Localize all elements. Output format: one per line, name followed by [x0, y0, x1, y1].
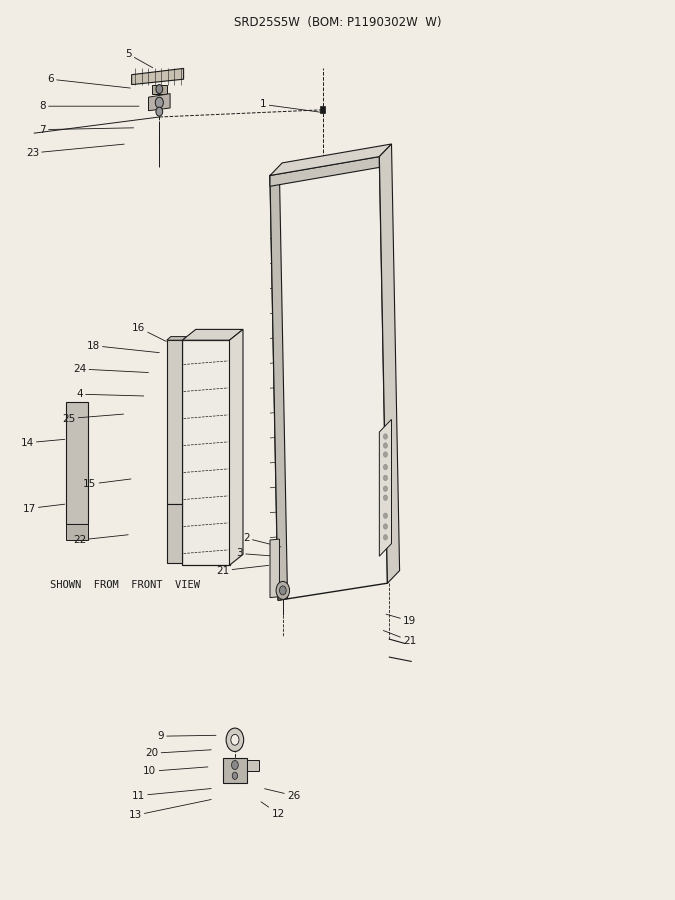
Polygon shape [230, 329, 243, 565]
Text: 7: 7 [39, 124, 134, 135]
Polygon shape [270, 144, 391, 176]
Text: 1: 1 [260, 99, 321, 112]
Text: 13: 13 [128, 799, 211, 821]
Polygon shape [167, 340, 182, 504]
Text: SRD25S5W  (BOM: P1190302W  W): SRD25S5W (BOM: P1190302W W) [234, 16, 441, 29]
Circle shape [383, 513, 387, 518]
Polygon shape [270, 539, 279, 598]
Text: 18: 18 [86, 340, 159, 353]
Text: 9: 9 [157, 731, 216, 742]
Text: 3: 3 [236, 548, 274, 559]
Text: 10: 10 [143, 766, 208, 777]
Polygon shape [132, 68, 184, 85]
Polygon shape [247, 760, 259, 771]
Text: 20: 20 [145, 748, 211, 759]
Circle shape [232, 772, 238, 779]
Text: 22: 22 [73, 535, 128, 545]
Polygon shape [66, 402, 88, 524]
Text: 6: 6 [47, 74, 130, 88]
Polygon shape [152, 85, 167, 94]
Circle shape [383, 434, 387, 439]
Circle shape [383, 535, 387, 540]
Circle shape [276, 581, 290, 599]
Text: 11: 11 [132, 788, 211, 801]
Text: 16: 16 [132, 322, 166, 341]
Circle shape [156, 107, 163, 116]
Text: 24: 24 [73, 364, 148, 374]
Text: 8: 8 [39, 101, 139, 112]
Circle shape [383, 443, 387, 448]
Text: 17: 17 [22, 503, 65, 514]
Text: 21: 21 [216, 565, 269, 576]
Polygon shape [182, 340, 230, 565]
Polygon shape [148, 94, 170, 111]
Text: SHOWN  FROM  FRONT  VIEW: SHOWN FROM FRONT VIEW [50, 580, 200, 590]
Polygon shape [270, 157, 387, 600]
Circle shape [232, 760, 238, 770]
Polygon shape [167, 337, 186, 340]
Text: 21: 21 [383, 631, 416, 646]
Polygon shape [379, 144, 400, 583]
Text: 25: 25 [62, 413, 124, 424]
Polygon shape [270, 157, 379, 186]
Text: 14: 14 [20, 437, 65, 448]
Text: 15: 15 [83, 479, 131, 490]
Circle shape [383, 475, 387, 481]
Text: 4: 4 [76, 389, 144, 400]
Circle shape [279, 586, 286, 595]
Circle shape [383, 524, 387, 529]
Text: 23: 23 [26, 144, 124, 158]
Circle shape [383, 486, 387, 491]
Circle shape [383, 464, 387, 470]
Polygon shape [270, 174, 288, 600]
Circle shape [156, 85, 163, 94]
Polygon shape [223, 758, 247, 783]
Text: 26: 26 [265, 788, 300, 801]
Polygon shape [66, 524, 88, 540]
Circle shape [383, 495, 387, 500]
Polygon shape [379, 419, 391, 556]
Polygon shape [182, 329, 243, 340]
Text: 19: 19 [386, 614, 416, 626]
Polygon shape [167, 504, 182, 562]
Text: 2: 2 [243, 533, 281, 547]
Text: 12: 12 [261, 802, 285, 819]
Bar [320, 106, 325, 113]
Circle shape [155, 97, 163, 108]
Circle shape [383, 452, 387, 457]
Circle shape [231, 734, 239, 745]
Text: 5: 5 [125, 49, 153, 68]
Circle shape [226, 728, 244, 752]
